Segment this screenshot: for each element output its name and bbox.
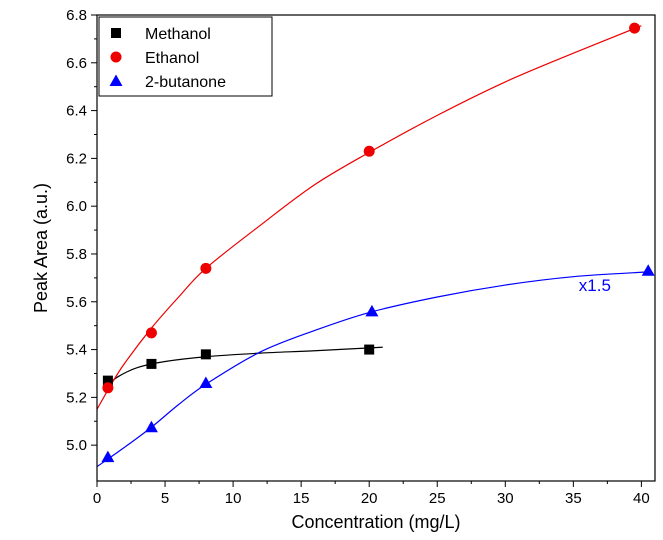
x-tick-label: 35 bbox=[565, 490, 582, 507]
legend-marker-2-butanone bbox=[109, 74, 123, 86]
data-point-ethanol bbox=[629, 22, 641, 34]
data-point-methanol bbox=[146, 358, 157, 369]
fit-curve-2-butanone bbox=[97, 271, 649, 468]
x-tick-label: 15 bbox=[293, 490, 310, 507]
y-tick-label: 5.0 bbox=[66, 437, 87, 454]
data-point-ethanol bbox=[102, 382, 114, 394]
data-point-ethanol bbox=[200, 262, 212, 274]
data-points bbox=[101, 22, 655, 463]
x-tick-label: 10 bbox=[225, 490, 242, 507]
y-tick-label: 6.6 bbox=[66, 55, 87, 72]
legend-box bbox=[98, 16, 273, 97]
annotations: x1.5 bbox=[579, 276, 611, 295]
y-tick-label: 6.4 bbox=[66, 103, 87, 120]
x-tick-label: 20 bbox=[361, 490, 378, 507]
fit-curve-methanol bbox=[107, 346, 383, 386]
fit-curve-ethanol bbox=[97, 25, 642, 410]
y-tick-label: 6.0 bbox=[66, 198, 87, 215]
x-tick-label: 25 bbox=[429, 490, 446, 507]
data-point-ethanol bbox=[145, 327, 157, 339]
x-tick-label: 30 bbox=[497, 490, 514, 507]
legend-marker-methanol bbox=[111, 28, 121, 38]
legend-label: 2-butanone bbox=[145, 74, 226, 91]
data-point-2-butanone bbox=[144, 420, 158, 433]
y-tick-label: 5.4 bbox=[66, 342, 87, 359]
y-tick-label: 5.2 bbox=[66, 389, 87, 406]
y-tick-label: 6.2 bbox=[66, 150, 87, 167]
y-tick-label: 6.8 bbox=[66, 7, 87, 24]
legend-label: Methanol bbox=[145, 26, 211, 43]
plot-frame bbox=[96, 14, 656, 482]
data-point-ethanol bbox=[363, 145, 375, 157]
legend-marker-ethanol bbox=[110, 51, 122, 63]
y-tick-label: 5.6 bbox=[66, 294, 87, 311]
axes: 0 5 10 15 20 25 30 35 40 5.0 5.2 5.4 5.6 5.8 6.0 6.2 6.4… bbox=[31, 7, 656, 532]
data-point-methanol bbox=[102, 375, 113, 386]
legend: Methanol Ethanol 2-butanone bbox=[98, 16, 273, 97]
data-point-methanol bbox=[364, 344, 375, 355]
data-point-2-butanone bbox=[199, 376, 213, 389]
data-point-2-butanone bbox=[101, 450, 115, 463]
x-tick-label: 0 bbox=[93, 490, 101, 507]
data-point-2-butanone bbox=[365, 304, 379, 317]
legend-label: Ethanol bbox=[145, 50, 199, 67]
x-tick-label: 40 bbox=[633, 490, 650, 507]
data-point-methanol bbox=[200, 349, 211, 360]
x-tick-label: 5 bbox=[161, 490, 169, 507]
data-point-2-butanone bbox=[641, 264, 655, 276]
x-axis-title: Concentration (mg/L) bbox=[291, 512, 460, 532]
y-axis-title: Peak Area (a.u.) bbox=[31, 183, 51, 313]
annotation-scale-label: x1.5 bbox=[579, 276, 611, 295]
y-tick-label: 5.8 bbox=[66, 246, 87, 263]
